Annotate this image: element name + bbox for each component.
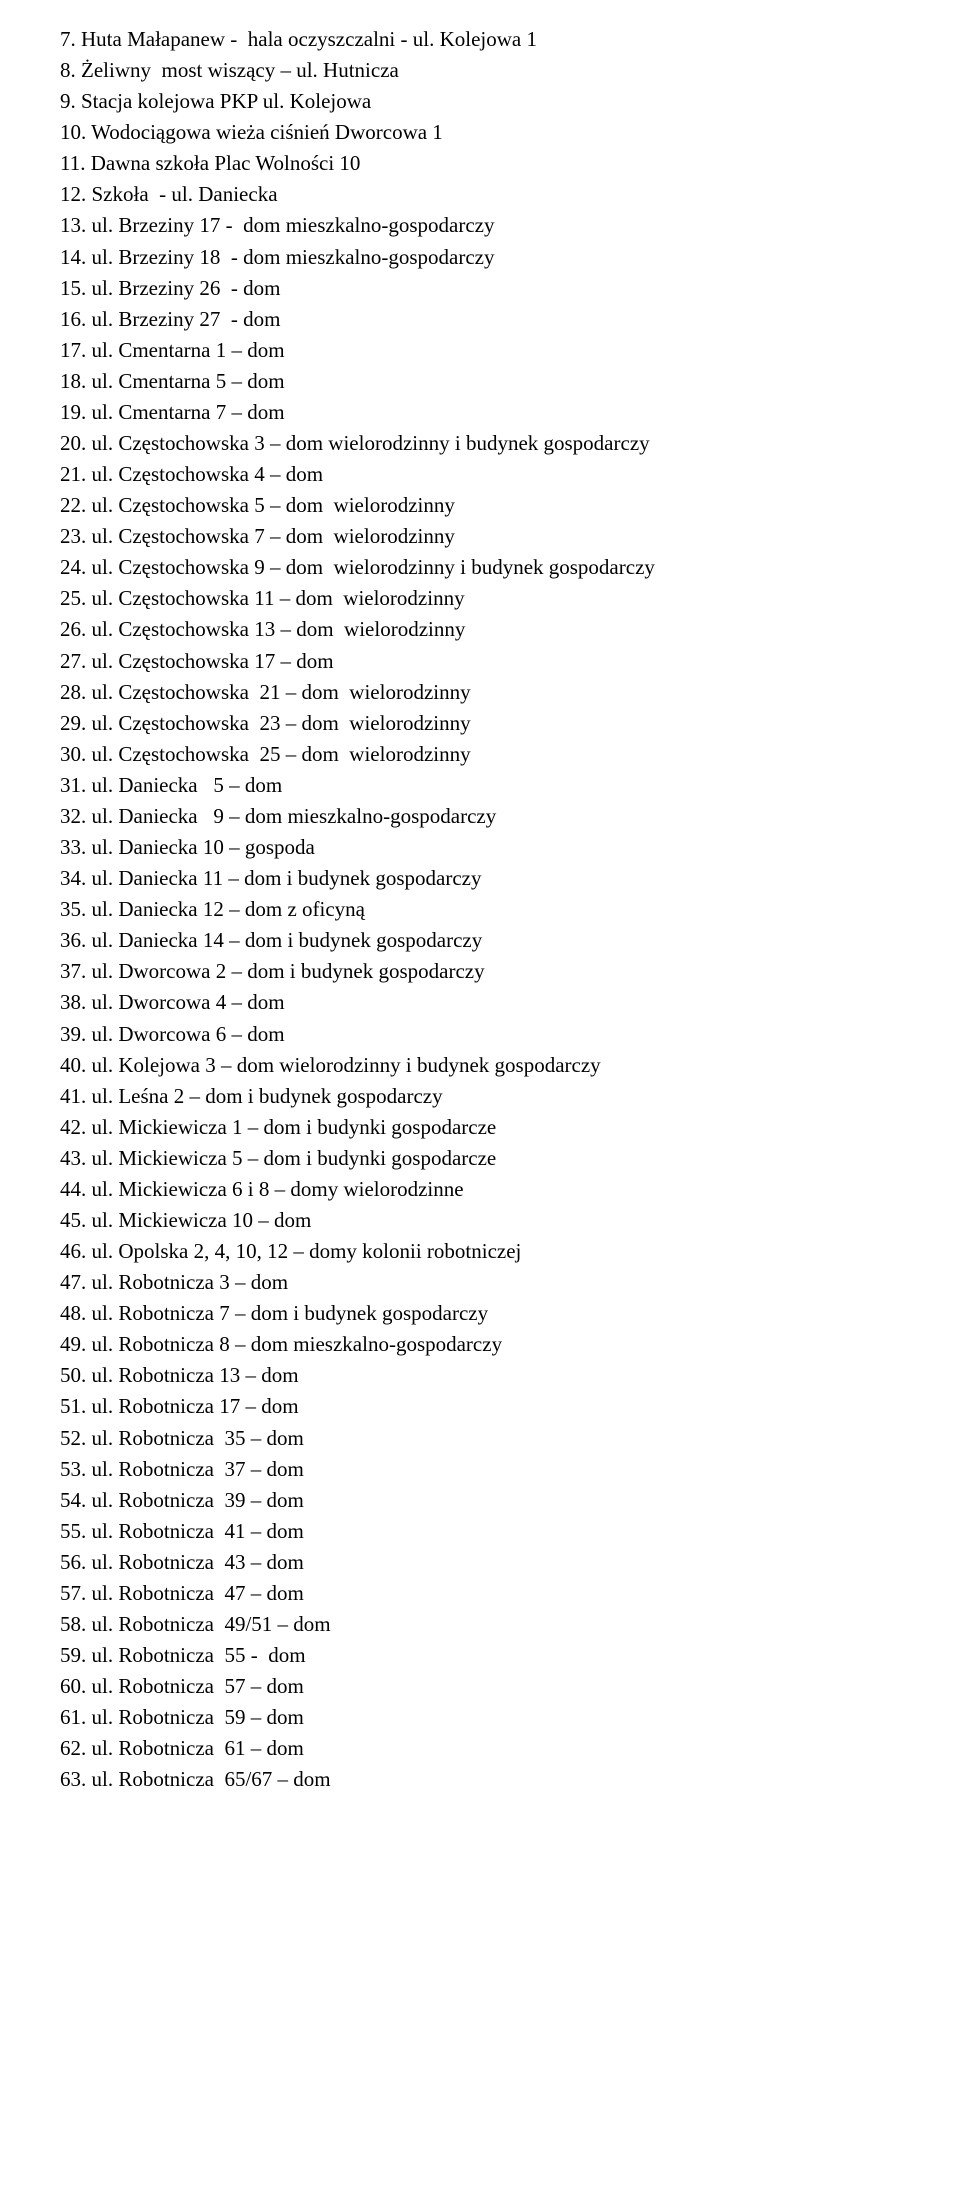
list-item: 61. ul. Robotnicza 59 – dom <box>60 1702 900 1733</box>
list-item: 13. ul. Brzeziny 17 - dom mieszkalno-gos… <box>60 210 900 241</box>
list-item: 44. ul. Mickiewicza 6 i 8 – domy wieloro… <box>60 1174 900 1205</box>
list-item: 32. ul. Daniecka 9 – dom mieszkalno-gosp… <box>60 801 900 832</box>
list-item: 40. ul. Kolejowa 3 – dom wielorodzinny i… <box>60 1050 900 1081</box>
list-item: 63. ul. Robotnicza 65/67 – dom <box>60 1764 900 1795</box>
list-item: 39. ul. Dworcowa 6 – dom <box>60 1019 900 1050</box>
list-item: 55. ul. Robotnicza 41 – dom <box>60 1516 900 1547</box>
list-item: 48. ul. Robotnicza 7 – dom i budynek gos… <box>60 1298 900 1329</box>
list-item: 43. ul. Mickiewicza 5 – dom i budynki go… <box>60 1143 900 1174</box>
list-item: 22. ul. Częstochowska 5 – dom wielorodzi… <box>60 490 900 521</box>
list-item: 24. ul. Częstochowska 9 – dom wielorodzi… <box>60 552 900 583</box>
list-item: 20. ul. Częstochowska 3 – dom wielorodzi… <box>60 428 900 459</box>
list-item: 50. ul. Robotnicza 13 – dom <box>60 1360 900 1391</box>
list-item: 9. Stacja kolejowa PKP ul. Kolejowa <box>60 86 900 117</box>
list-item: 51. ul. Robotnicza 17 – dom <box>60 1391 900 1422</box>
list-item: 17. ul. Cmentarna 1 – dom <box>60 335 900 366</box>
list-item: 45. ul. Mickiewicza 10 – dom <box>60 1205 900 1236</box>
list-item: 53. ul. Robotnicza 37 – dom <box>60 1454 900 1485</box>
list-item: 27. ul. Częstochowska 17 – dom <box>60 646 900 677</box>
list-item: 38. ul. Dworcowa 4 – dom <box>60 987 900 1018</box>
list-item: 25. ul. Częstochowska 11 – dom wielorodz… <box>60 583 900 614</box>
list-item: 62. ul. Robotnicza 61 – dom <box>60 1733 900 1764</box>
list-item: 52. ul. Robotnicza 35 – dom <box>60 1423 900 1454</box>
list-item: 31. ul. Daniecka 5 – dom <box>60 770 900 801</box>
list-item: 28. ul. Częstochowska 21 – dom wielorodz… <box>60 677 900 708</box>
list-item: 59. ul. Robotnicza 55 - dom <box>60 1640 900 1671</box>
list-item: 60. ul. Robotnicza 57 – dom <box>60 1671 900 1702</box>
list-item: 46. ul. Opolska 2, 4, 10, 12 – domy kolo… <box>60 1236 900 1267</box>
list-item: 7. Huta Małapanew - hala oczyszczalni - … <box>60 24 900 55</box>
list-item: 34. ul. Daniecka 11 – dom i budynek gosp… <box>60 863 900 894</box>
list-item: 23. ul. Częstochowska 7 – dom wielorodzi… <box>60 521 900 552</box>
list-item: 16. ul. Brzeziny 27 - dom <box>60 304 900 335</box>
list-item: 41. ul. Leśna 2 – dom i budynek gospodar… <box>60 1081 900 1112</box>
list-item: 37. ul. Dworcowa 2 – dom i budynek gospo… <box>60 956 900 987</box>
list-item: 21. ul. Częstochowska 4 – dom <box>60 459 900 490</box>
list-item: 42. ul. Mickiewicza 1 – dom i budynki go… <box>60 1112 900 1143</box>
numbered-list: 7. Huta Małapanew - hala oczyszczalni - … <box>60 24 900 1795</box>
list-item: 36. ul. Daniecka 14 – dom i budynek gosp… <box>60 925 900 956</box>
list-item: 33. ul. Daniecka 10 – gospoda <box>60 832 900 863</box>
list-item: 10. Wodociągowa wieża ciśnień Dworcowa 1 <box>60 117 900 148</box>
list-item: 49. ul. Robotnicza 8 – dom mieszkalno-go… <box>60 1329 900 1360</box>
list-item: 14. ul. Brzeziny 18 - dom mieszkalno-gos… <box>60 242 900 273</box>
list-item: 11. Dawna szkoła Plac Wolności 10 <box>60 148 900 179</box>
list-item: 18. ul. Cmentarna 5 – dom <box>60 366 900 397</box>
list-item: 54. ul. Robotnicza 39 – dom <box>60 1485 900 1516</box>
list-item: 58. ul. Robotnicza 49/51 – dom <box>60 1609 900 1640</box>
list-item: 56. ul. Robotnicza 43 – dom <box>60 1547 900 1578</box>
list-item: 35. ul. Daniecka 12 – dom z oficyną <box>60 894 900 925</box>
list-item: 12. Szkoła - ul. Daniecka <box>60 179 900 210</box>
list-item: 19. ul. Cmentarna 7 – dom <box>60 397 900 428</box>
list-item: 15. ul. Brzeziny 26 - dom <box>60 273 900 304</box>
list-item: 26. ul. Częstochowska 13 – dom wielorodz… <box>60 614 900 645</box>
list-item: 57. ul. Robotnicza 47 – dom <box>60 1578 900 1609</box>
list-item: 30. ul. Częstochowska 25 – dom wielorodz… <box>60 739 900 770</box>
list-item: 29. ul. Częstochowska 23 – dom wielorodz… <box>60 708 900 739</box>
list-item: 47. ul. Robotnicza 3 – dom <box>60 1267 900 1298</box>
list-item: 8. Żeliwny most wiszący – ul. Hutnicza <box>60 55 900 86</box>
